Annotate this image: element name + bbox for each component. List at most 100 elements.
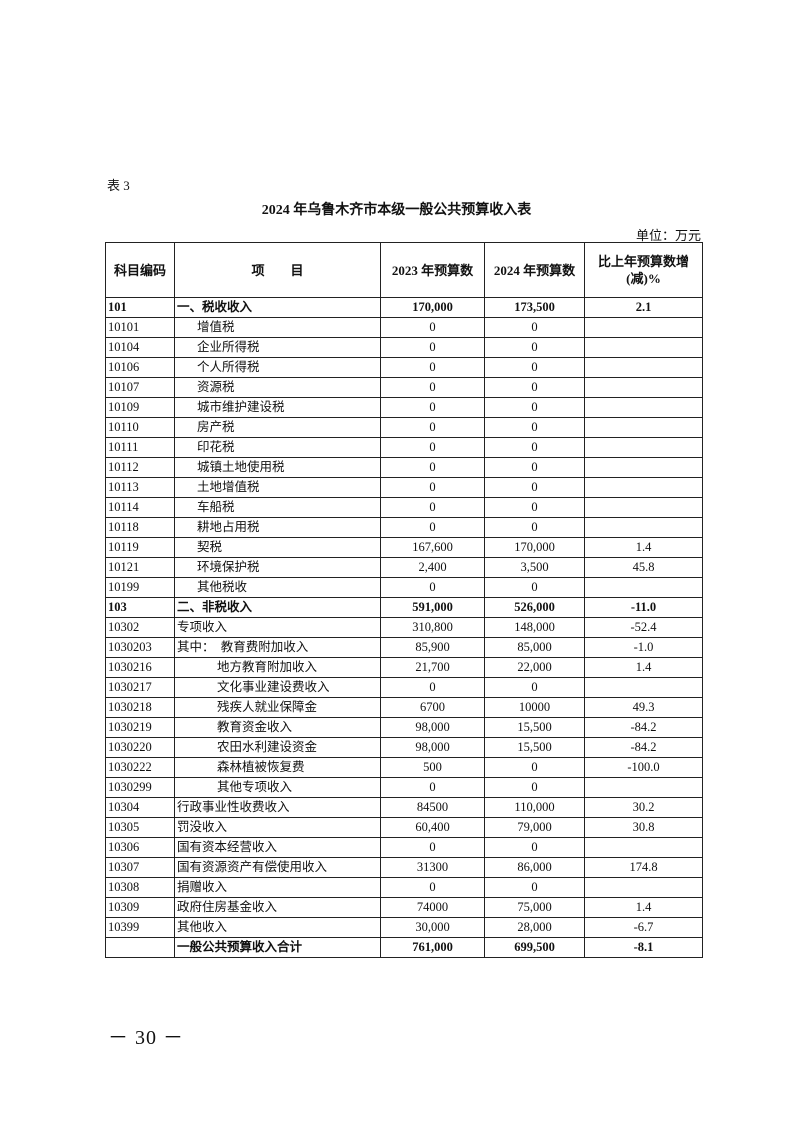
header-code: 科目编码 [105,242,175,298]
cell-2023: 761,000 [380,937,485,958]
table-row: 10399 其他收入 30,000 28,000 -6.7 [105,917,703,938]
cell-2024: 0 [484,357,585,378]
cell-change: 30.2 [584,797,703,818]
cell-change: 1.4 [584,897,703,918]
table-row: 1030217 文化事业建设费收入 0 0 [105,677,703,698]
cell-code: 10121 [105,557,175,578]
cell-2023: 0 [380,777,485,798]
cell-2024: 0 [484,757,585,778]
cell-change [584,317,703,338]
table-row: 10309 政府住房基金收入 74000 75,000 1.4 [105,897,703,918]
table-row: 10111 印花税 0 0 [105,437,703,458]
cell-2023: 0 [380,497,485,518]
table-row: 10107 资源税 0 0 [105,377,703,398]
table-row: 10302 专项收入 310,800 148,000 -52.4 [105,617,703,638]
cell-2024: 0 [484,417,585,438]
cell-2024: 15,500 [484,737,585,758]
cell-code: 103 [105,597,175,618]
cell-item: 国有资本经营收入 [174,837,381,858]
cell-2023: 60,400 [380,817,485,838]
header-item: 项 目 [174,242,381,298]
cell-item: 其他专项收入 [174,777,381,798]
cell-item: 车船税 [174,497,381,518]
header-2024: 2024 年预算数 [484,242,585,298]
cell-2024: 22,000 [484,657,585,678]
cell-2024: 526,000 [484,597,585,618]
table-row: 10101 增值税 0 0 [105,317,703,338]
cell-item: 文化事业建设费收入 [174,677,381,698]
cell-item: 教育资金收入 [174,717,381,738]
cell-item: 增值税 [174,317,381,338]
cell-2024: 0 [484,477,585,498]
cell-2024: 0 [484,577,585,598]
cell-code: 1030219 [105,717,175,738]
cell-2024: 0 [484,677,585,698]
cell-2024: 0 [484,517,585,538]
cell-change [584,497,703,518]
cell-item: 其他收入 [174,917,381,938]
cell-change: 49.3 [584,697,703,718]
cell-2024: 79,000 [484,817,585,838]
cell-change [584,877,703,898]
cell-2024: 0 [484,437,585,458]
cell-2024: 170,000 [484,537,585,558]
cell-item: 地方教育附加收入 [174,657,381,678]
table-row: 10307 国有资源资产有偿使用收入 31300 86,000 174.8 [105,857,703,878]
page-number: － 30 － [108,1027,184,1049]
cell-code: 10308 [105,877,175,898]
cell-change: 1.4 [584,537,703,558]
header-change: 比上年预算数增(减)% [584,242,703,298]
table-row: 10110 房产税 0 0 [105,417,703,438]
cell-item: 个人所得税 [174,357,381,378]
cell-change [584,577,703,598]
cell-2024: 0 [484,377,585,398]
cell-2023: 74000 [380,897,485,918]
cell-2024: 10000 [484,697,585,718]
cell-code: 10111 [105,437,175,458]
cell-code: 10107 [105,377,175,398]
table-row: 10306 国有资本经营收入 0 0 [105,837,703,858]
cell-item: 二、非税收入 [174,597,381,618]
cell-2023: 2,400 [380,557,485,578]
cell-item: 印花税 [174,437,381,458]
table-row: 10305 罚没收入 60,400 79,000 30.8 [105,817,703,838]
cell-2023: 0 [380,577,485,598]
cell-2024: 148,000 [484,617,585,638]
cell-2023: 0 [380,477,485,498]
table-row: 一般公共预算收入合计 761,000 699,500 -8.1 [105,937,703,958]
table-row: 10109 城市维护建设税 0 0 [105,397,703,418]
cell-2023: 21,700 [380,657,485,678]
cell-code: 10109 [105,397,175,418]
table-row: 1030222 森林植被恢复费 500 0 -100.0 [105,757,703,778]
cell-change: -52.4 [584,617,703,638]
cell-change: 45.8 [584,557,703,578]
cell-code: 10309 [105,897,175,918]
table-row: 1030203 其中： 教育费附加收入 85,900 85,000 -1.0 [105,637,703,658]
cell-code: 10114 [105,497,175,518]
table-row: 10308 捐赠收入 0 0 [105,877,703,898]
cell-change [584,517,703,538]
cell-change [584,777,703,798]
cell-code: 10101 [105,317,175,338]
cell-change: -84.2 [584,717,703,738]
cell-2023: 310,800 [380,617,485,638]
cell-item: 城市维护建设税 [174,397,381,418]
table-row: 1030219 教育资金收入 98,000 15,500 -84.2 [105,717,703,738]
cell-item: 资源税 [174,377,381,398]
budget-table: 科目编码 项 目 2023 年预算数 2024 年预算数 比上年预算数增(减)%… [105,242,703,958]
cell-item: 森林植被恢复费 [174,757,381,778]
cell-2023: 0 [380,357,485,378]
cell-change: -100.0 [584,757,703,778]
cell-change: 30.8 [584,817,703,838]
cell-change [584,397,703,418]
table-row: 1030218 残疾人就业保障金 6700 10000 49.3 [105,697,703,718]
cell-2023: 170,000 [380,297,485,318]
cell-2023: 85,900 [380,637,485,658]
cell-code: 1030203 [105,637,175,658]
cell-2023: 0 [380,877,485,898]
cell-item: 专项收入 [174,617,381,638]
cell-2023: 0 [380,517,485,538]
cell-code: 10112 [105,457,175,478]
cell-change: -1.0 [584,637,703,658]
cell-2023: 0 [380,317,485,338]
